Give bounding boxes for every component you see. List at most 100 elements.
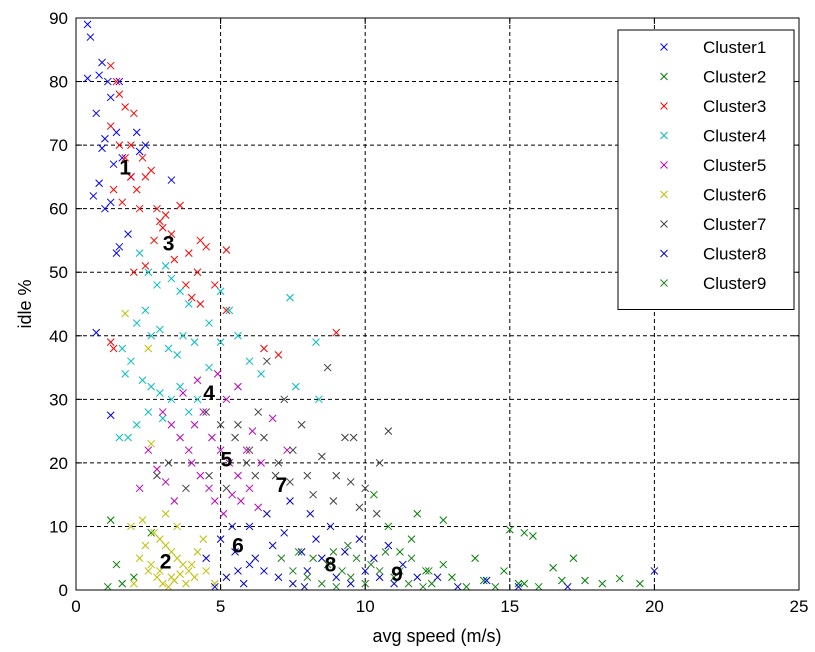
data-point <box>176 287 184 296</box>
legend-entry: Cluster9 <box>703 274 766 293</box>
data-point <box>156 217 164 226</box>
data-point <box>153 573 161 582</box>
y-tick-label: 40 <box>49 327 68 346</box>
data-point <box>118 344 127 353</box>
data-point <box>225 459 234 467</box>
data-point <box>141 306 150 315</box>
data-point <box>161 509 170 518</box>
data-point <box>176 570 184 578</box>
legend-marker <box>660 161 668 169</box>
cluster-label-1: 1 <box>119 156 131 179</box>
cluster-label-3: 3 <box>163 233 175 256</box>
plot-frame <box>75 17 800 591</box>
y-tick-label: 50 <box>49 263 68 282</box>
data-point <box>176 382 184 391</box>
data-point <box>294 548 303 556</box>
data-point <box>375 567 384 575</box>
data-point <box>222 246 231 254</box>
data-point <box>303 567 312 575</box>
data-point <box>251 554 260 563</box>
data-point <box>202 567 210 575</box>
series-cluster5 <box>135 370 291 518</box>
data-point <box>135 484 144 493</box>
data-point <box>196 471 205 480</box>
data-point <box>92 328 101 337</box>
data-point <box>277 554 286 563</box>
data-point <box>147 439 156 448</box>
data-point <box>260 433 268 442</box>
data-point <box>106 411 115 420</box>
data-point <box>118 579 127 588</box>
data-point <box>297 548 306 556</box>
data-point <box>650 567 659 575</box>
series-cluster3 <box>106 61 341 359</box>
data-point <box>263 509 271 518</box>
data-point <box>404 579 413 588</box>
data-point <box>413 573 422 582</box>
data-point <box>101 204 109 213</box>
data-point <box>491 582 500 591</box>
data-point <box>419 582 427 591</box>
data-point <box>448 573 456 582</box>
data-point <box>141 141 150 149</box>
data-point <box>260 567 268 575</box>
series-cluster7 <box>153 357 393 518</box>
data-point <box>164 459 173 467</box>
data-point <box>210 281 219 289</box>
data-point <box>346 478 355 486</box>
data-point <box>289 579 297 588</box>
data-point <box>245 484 254 493</box>
data-point <box>234 567 242 575</box>
data-point <box>144 446 153 455</box>
data-point <box>127 173 135 181</box>
data-point <box>182 484 190 493</box>
data-point <box>141 262 150 270</box>
data-point <box>132 185 141 194</box>
data-point <box>150 236 158 245</box>
data-point <box>439 516 448 524</box>
data-point <box>86 33 95 41</box>
data-point <box>222 306 231 315</box>
data-point <box>563 582 572 591</box>
data-point <box>156 389 164 397</box>
series-cluster2 <box>103 490 644 591</box>
data-point <box>83 74 92 83</box>
data-point <box>462 582 471 591</box>
data-point <box>129 573 138 582</box>
cluster-label-7: 7 <box>275 474 287 497</box>
data-point <box>549 563 558 572</box>
data-point <box>390 579 398 588</box>
data-point <box>407 535 416 544</box>
data-point <box>112 249 121 258</box>
data-point <box>112 128 121 137</box>
data-point <box>384 541 393 550</box>
series-cluster9 <box>277 541 433 591</box>
data-point <box>268 541 277 550</box>
data-point <box>245 446 254 455</box>
data-point <box>115 433 124 442</box>
series-cluster4 <box>115 249 323 442</box>
data-point <box>598 579 607 588</box>
data-point <box>291 382 300 391</box>
data-point <box>514 582 523 591</box>
data-point <box>161 541 170 550</box>
data-point <box>138 376 147 385</box>
data-point <box>286 497 294 505</box>
data-point <box>109 160 118 169</box>
data-point <box>323 560 332 569</box>
data-point <box>228 522 237 531</box>
data-point <box>150 528 158 537</box>
data-point <box>156 567 164 575</box>
data-point <box>184 446 193 455</box>
data-point <box>205 363 213 372</box>
data-point <box>268 414 277 423</box>
data-point <box>297 420 306 429</box>
data-point <box>127 357 135 366</box>
data-point <box>176 201 184 210</box>
data-point <box>95 179 103 188</box>
data-point <box>187 293 196 302</box>
data-point <box>251 471 260 480</box>
data-point <box>352 554 361 563</box>
y-tick-label: 0 <box>59 581 68 600</box>
data-point <box>248 427 257 435</box>
